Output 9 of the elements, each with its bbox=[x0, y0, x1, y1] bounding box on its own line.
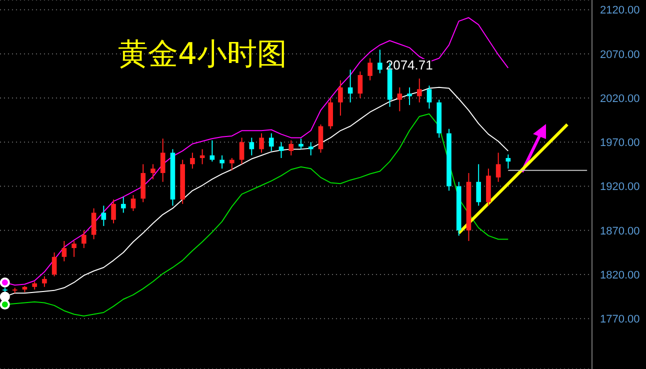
y-tick-label: 1820.00 bbox=[600, 269, 640, 282]
y-tick-label: 2120.00 bbox=[600, 4, 640, 17]
y-tick-label: 2070.00 bbox=[600, 48, 640, 61]
y-tick-label: 2020.00 bbox=[600, 92, 640, 105]
y-tick-label: 1920.00 bbox=[600, 181, 640, 194]
y-tick-label: 1870.00 bbox=[600, 225, 640, 238]
text: 黄金4小时图 bbox=[118, 36, 288, 74]
y-tick-label: 1770.00 bbox=[600, 314, 640, 326]
y-tick-label: 1970.00 bbox=[600, 137, 640, 150]
